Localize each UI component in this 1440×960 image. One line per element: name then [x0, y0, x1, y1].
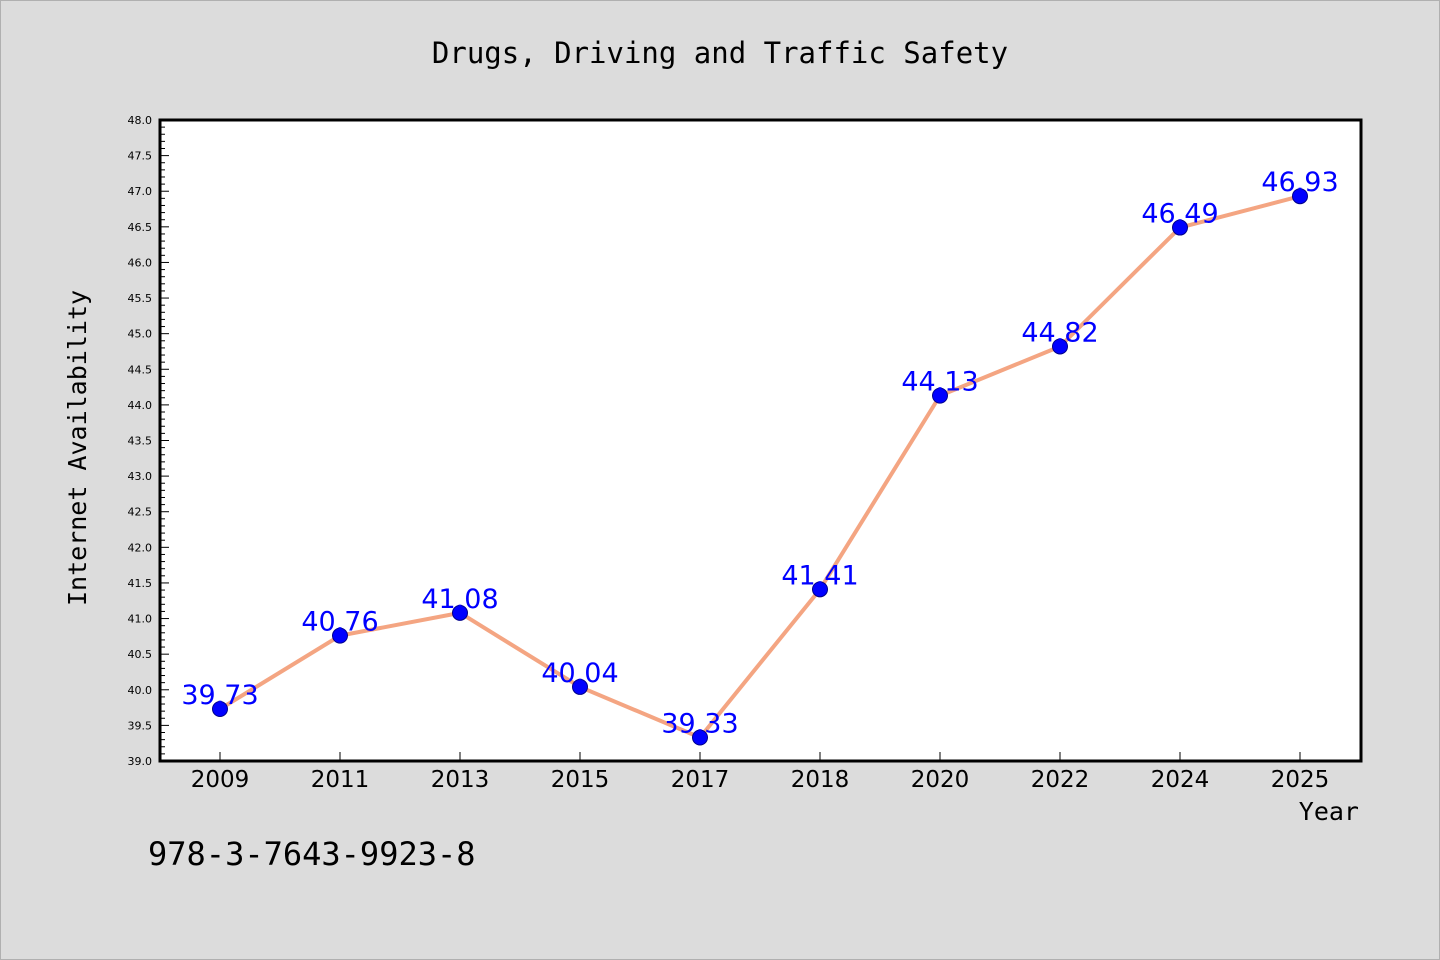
x-tick-label: 2011 — [311, 767, 370, 793]
data-label: 41.08 — [421, 584, 498, 615]
plot-area — [160, 120, 1361, 761]
data-point — [212, 701, 228, 718]
y-tick-label: 47.0 — [128, 185, 153, 198]
data-label: 46.93 — [1261, 167, 1338, 198]
data-labels: 39.73 40.76 41.08 40.04 39.33 41.41 44.13 44.82… — [181, 167, 1338, 739]
y-tick-label: 40.5 — [128, 648, 153, 661]
x-tick-label: 2018 — [791, 767, 850, 793]
x-tick-label: 2015 — [551, 767, 610, 793]
x-tick-label: 2022 — [1031, 767, 1090, 793]
data-label: 40.04 — [541, 658, 618, 689]
data-point — [332, 627, 348, 644]
y-tick-label: 40.0 — [128, 684, 153, 697]
data-label: 44.82 — [1021, 317, 1098, 348]
x-tick-label: 2013 — [431, 767, 490, 793]
data-point — [1052, 338, 1068, 355]
y-axis-label: Internet Availability — [63, 290, 92, 606]
y-tick-label: 42.5 — [128, 506, 153, 519]
data-label: 39.33 — [661, 708, 738, 739]
data-point — [812, 581, 828, 598]
data-point — [1292, 188, 1308, 205]
x-tick-label: 2025 — [1271, 767, 1330, 793]
y-tick-label: 46.5 — [128, 221, 153, 234]
plot-frame — [158, 118, 1363, 763]
data-label: 46.49 — [1141, 199, 1218, 230]
x-tick-label: 2017 — [671, 767, 730, 793]
y-tick-label: 45.0 — [128, 328, 153, 341]
x-tick-label: 2020 — [911, 767, 970, 793]
isbn-footer: 978-3-7643-9923-8 — [148, 835, 476, 873]
data-label: 40.76 — [301, 607, 378, 638]
y-tick-label: 47.5 — [128, 150, 153, 163]
y-tick-label: 45.5 — [128, 292, 153, 305]
y-tick-label: 43.5 — [128, 435, 153, 448]
data-point — [692, 729, 708, 746]
y-tick-label: 44.0 — [128, 399, 153, 412]
x-tick-label: 2024 — [1151, 767, 1210, 793]
x-tick-label: 2009 — [191, 767, 250, 793]
x-axis-label: Year — [1299, 797, 1359, 826]
data-point — [452, 604, 468, 621]
y-tick-label: 41.5 — [128, 577, 153, 590]
y-tick-label: 48.0 — [128, 114, 153, 127]
data-label: 39.73 — [181, 680, 258, 711]
y-tick-label: 43.0 — [128, 470, 153, 483]
data-label: 44.13 — [901, 367, 978, 398]
x-axis: 2009 2011 2013 2015 2017 2018 2020 2022 2024 2025 — [191, 752, 1330, 793]
series-line — [218, 194, 1301, 740]
data-point — [572, 678, 588, 695]
data-label: 41.41 — [781, 560, 858, 591]
data-markers — [212, 188, 1308, 746]
y-tick-label: 44.5 — [128, 363, 153, 376]
data-point — [932, 387, 948, 404]
data-point — [1172, 219, 1188, 236]
y-tick-label: 46.0 — [128, 256, 153, 269]
chart-title: Drugs, Driving and Traffic Safety — [432, 36, 1008, 70]
y-tick-label: 41.0 — [128, 613, 153, 626]
y-axis: 39.0 39.5 40.0 40.5 41.0 41.5 42.0 42.5 43.0 43.5… — [128, 114, 169, 768]
y-tick-label: 39.0 — [128, 755, 153, 768]
y-tick-label: 39.5 — [128, 719, 153, 732]
y-tick-label: 42.0 — [128, 541, 153, 554]
